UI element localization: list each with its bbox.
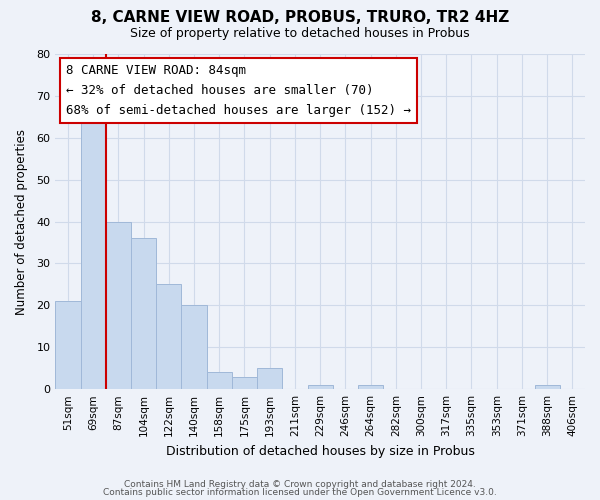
Bar — [106, 222, 131, 389]
Y-axis label: Number of detached properties: Number of detached properties — [15, 128, 28, 314]
Bar — [308, 385, 333, 389]
Bar — [156, 284, 181, 389]
Text: 8, CARNE VIEW ROAD, PROBUS, TRURO, TR2 4HZ: 8, CARNE VIEW ROAD, PROBUS, TRURO, TR2 4… — [91, 10, 509, 25]
Bar — [358, 385, 383, 389]
Bar — [535, 385, 560, 389]
Bar — [232, 376, 257, 389]
Text: 8 CARNE VIEW ROAD: 84sqm
← 32% of detached houses are smaller (70)
68% of semi-d: 8 CARNE VIEW ROAD: 84sqm ← 32% of detach… — [66, 64, 411, 117]
Text: Contains HM Land Registry data © Crown copyright and database right 2024.: Contains HM Land Registry data © Crown c… — [124, 480, 476, 489]
X-axis label: Distribution of detached houses by size in Probus: Distribution of detached houses by size … — [166, 444, 475, 458]
Bar — [206, 372, 232, 389]
Bar — [131, 238, 156, 389]
Bar — [181, 306, 206, 389]
Text: Contains public sector information licensed under the Open Government Licence v3: Contains public sector information licen… — [103, 488, 497, 497]
Text: Size of property relative to detached houses in Probus: Size of property relative to detached ho… — [130, 28, 470, 40]
Bar — [55, 301, 80, 389]
Bar — [257, 368, 283, 389]
Bar — [80, 121, 106, 389]
